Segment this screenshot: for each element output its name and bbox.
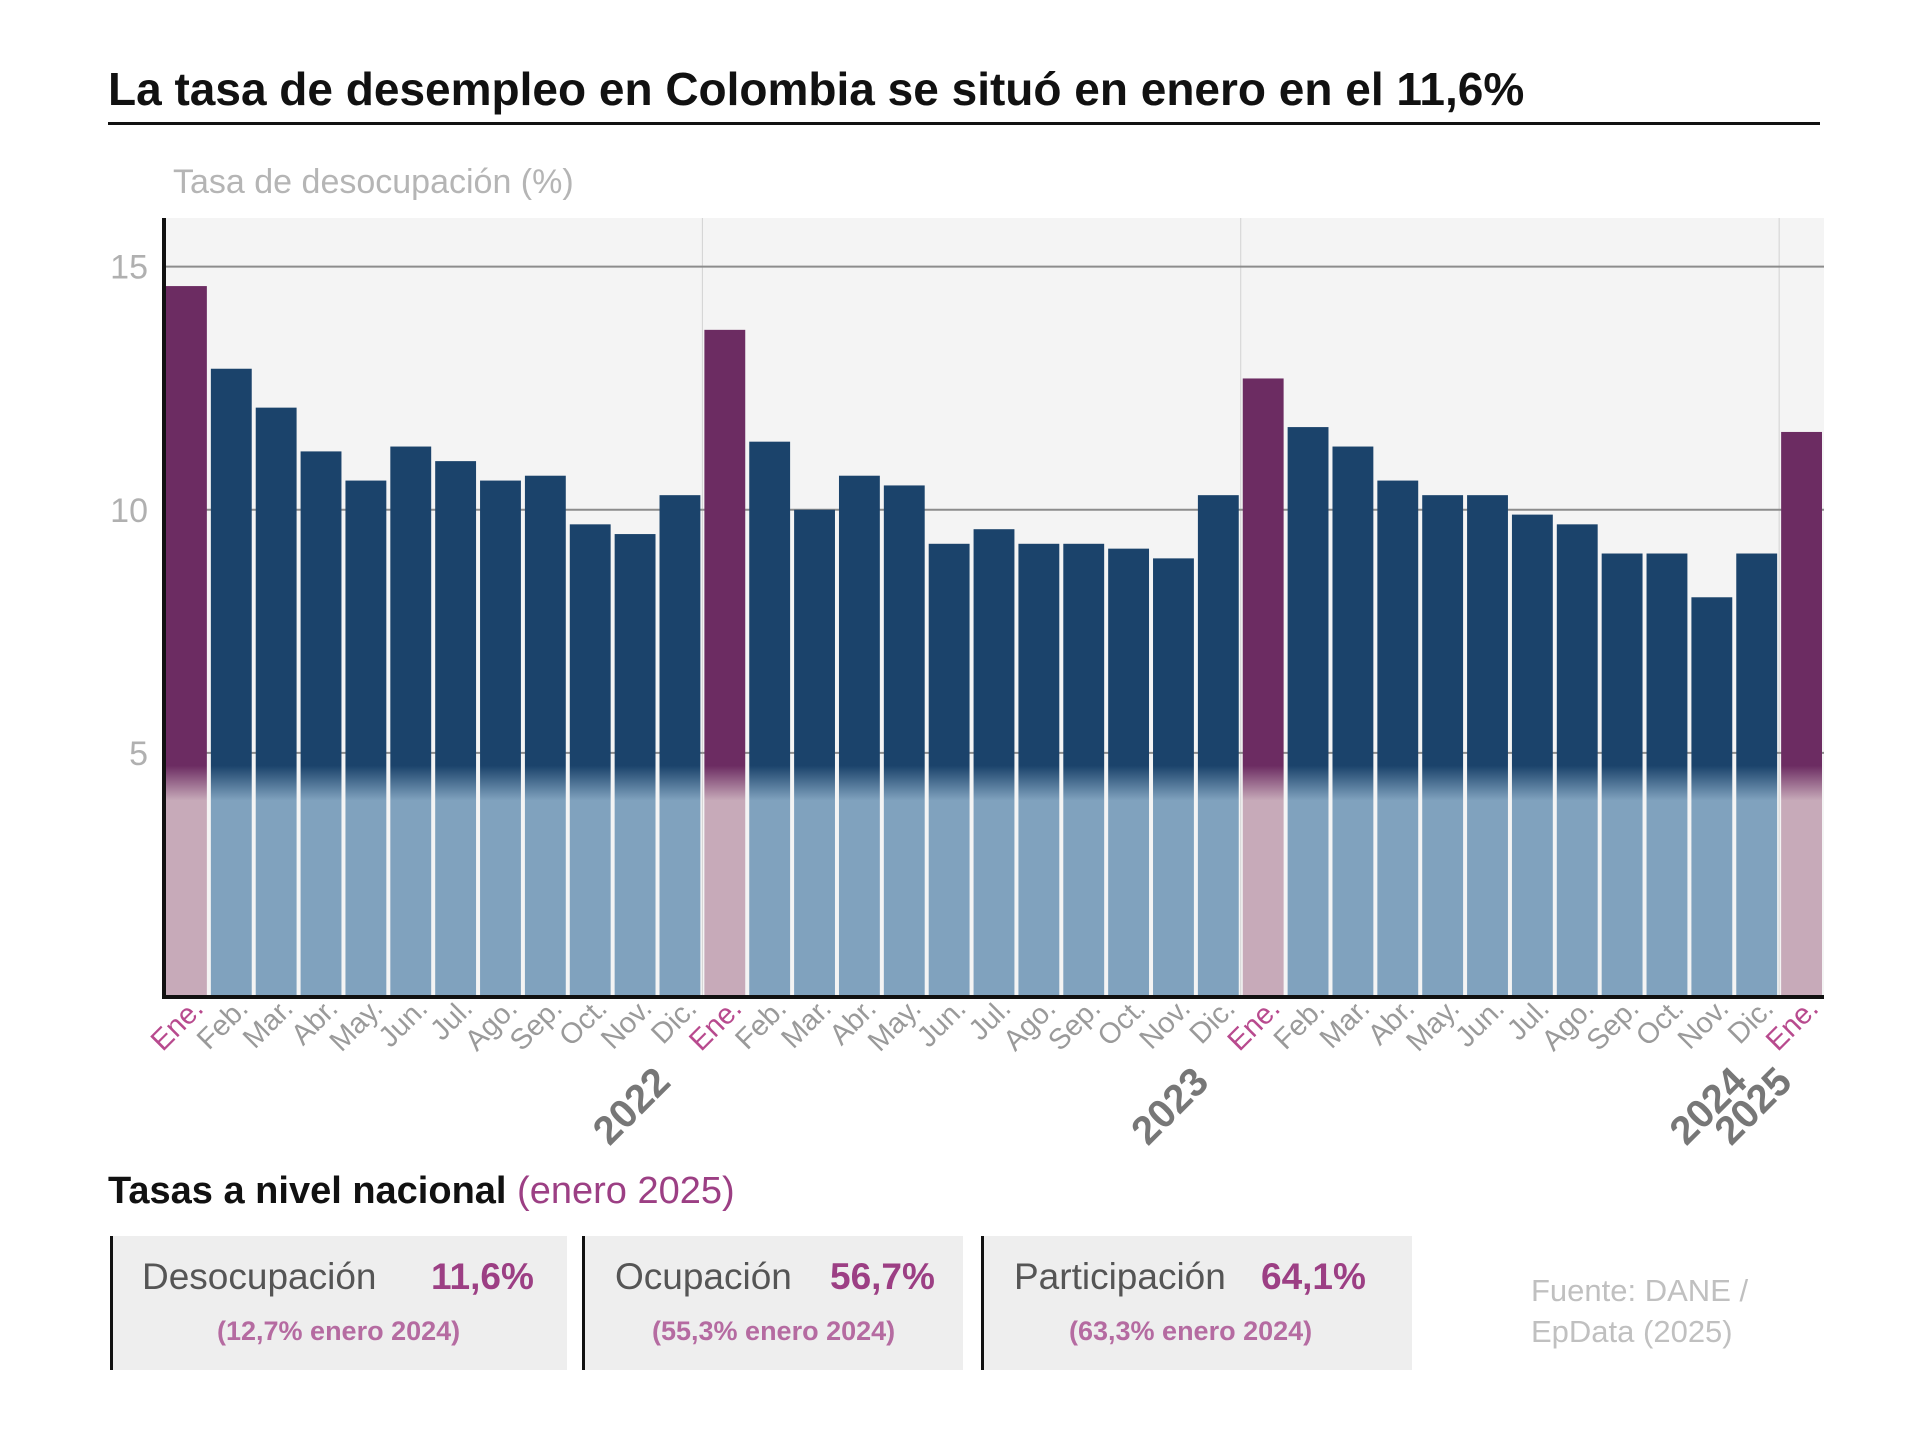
bar <box>435 461 477 996</box>
x-tick-label: Ene. <box>1760 992 1825 1057</box>
card-label: Ocupación <box>615 1256 792 1297</box>
bar <box>838 475 880 996</box>
year-label: 2023 <box>1123 1059 1217 1153</box>
bar <box>614 534 656 996</box>
bar <box>1063 543 1105 996</box>
summary-title: Tasas a nivel nacional (enero 2025) <box>108 1170 735 1213</box>
summary-heading: Tasas a nivel nacional <box>108 1170 507 1212</box>
bar <box>1197 495 1239 996</box>
y-tick-label: 5 <box>129 735 148 773</box>
bar <box>1781 431 1822 996</box>
bar <box>1377 480 1419 996</box>
bar <box>1467 495 1508 996</box>
bar <box>1601 553 1643 996</box>
card-label: Participación <box>1014 1256 1226 1297</box>
card-value: 64,1% <box>1261 1256 1366 1297</box>
bar <box>704 329 746 996</box>
bar <box>659 495 701 996</box>
bar <box>1511 514 1553 996</box>
y-tick-label: 15 <box>110 249 148 287</box>
bar <box>480 480 521 996</box>
y-tick-label: 10 <box>110 492 148 530</box>
bar <box>166 286 207 996</box>
bar <box>1556 524 1598 996</box>
bar <box>210 368 252 996</box>
year-label: 2022 <box>585 1059 679 1153</box>
card-ocupacion: Ocupación 56,7% (55,3% enero 2024) <box>582 1236 963 1370</box>
chart-title: La tasa de desempleo en Colombia se situ… <box>108 63 1525 115</box>
bar <box>1287 427 1329 996</box>
title-divider <box>108 122 1820 125</box>
card-participacion: Participación 64,1% (63,3% enero 2024) <box>981 1236 1412 1370</box>
card-label: Desocupación <box>142 1256 377 1297</box>
card-previous: (12,7% enero 2024) <box>217 1316 461 1346</box>
bar <box>883 485 925 996</box>
card-previous: (55,3% enero 2024) <box>652 1316 896 1346</box>
bar <box>390 446 432 997</box>
summary-subtitle: (enero 2025) <box>517 1170 735 1212</box>
bar <box>973 529 1015 996</box>
bar <box>749 441 791 996</box>
bar <box>1018 543 1060 996</box>
card-desocupacion: Desocupación 11,6% (12,7% enero 2024) <box>110 1236 567 1370</box>
bar <box>1332 446 1374 997</box>
bar <box>1242 378 1284 996</box>
card-previous: (63,3% enero 2024) <box>1069 1316 1313 1346</box>
bar <box>300 451 342 996</box>
bar <box>255 407 297 996</box>
bar <box>1646 553 1688 996</box>
bar <box>1153 558 1194 996</box>
bar <box>928 543 970 996</box>
bar <box>569 524 611 996</box>
bar <box>524 475 566 996</box>
y-axis-label: Tasa de desocupación (%) <box>173 163 574 201</box>
source-note: Fuente: DANE / EpData (2025) <box>1531 1273 1749 1349</box>
bar <box>1691 597 1733 996</box>
bar-chart: 51015Ene.Feb.Mar.Abr.May.Jun.Jul.Ago.Sep… <box>110 218 1825 1153</box>
bar <box>794 509 835 996</box>
bar <box>1736 553 1778 996</box>
card-value: 11,6% <box>431 1256 534 1297</box>
bar <box>345 480 387 996</box>
bar <box>1108 548 1150 996</box>
card-value: 56,7% <box>830 1256 935 1297</box>
bar <box>1422 495 1464 996</box>
